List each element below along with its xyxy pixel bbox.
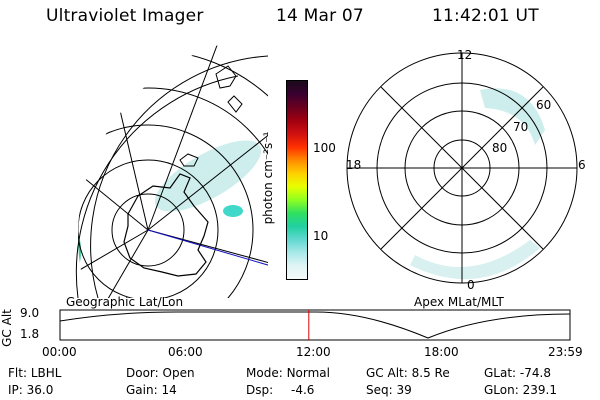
info-ip-label: IP:	[8, 383, 23, 397]
info-seq-value: 39	[396, 383, 412, 397]
info-seq: Seq: 39	[366, 383, 412, 397]
info-ip-value: 36.0	[26, 383, 54, 397]
info-glon-label: GLon:	[484, 383, 519, 397]
info-gain-label: Gain:	[126, 383, 158, 397]
altitude-timeline	[59, 309, 571, 341]
geographic-caption: Geographic Lat/Lon	[66, 295, 184, 309]
mlt-label-6: 6	[578, 158, 586, 172]
timeline-xtick-1800: 18:00	[424, 345, 459, 359]
timeline-ylabel: GC Alt	[0, 309, 14, 347]
geographic-map	[75, 36, 268, 298]
info-dsp-value: -4.6	[290, 383, 315, 397]
timeline-xtick-2359: 23:59	[548, 345, 583, 359]
info-gc-alt-value: 8.5 Re	[411, 366, 450, 380]
timeline-xtick-0600: 06:00	[168, 345, 203, 359]
info-door-value: Open	[162, 366, 195, 380]
polar-caption: Apex MLat/MLT	[414, 295, 504, 309]
info-glon-value: 239.1	[522, 383, 557, 397]
info-dsp: Dsp: -4.6	[246, 383, 314, 397]
timeline-ytick-low: 1.8	[20, 327, 40, 341]
info-flt-label: Flt:	[8, 366, 27, 380]
info-gc-alt: GC Alt: 8.5 Re	[366, 366, 450, 380]
instrument-title: Ultraviolet Imager	[46, 6, 204, 26]
time-label: 11:42:01 UT	[432, 6, 539, 26]
mlat-label-80: 80	[492, 141, 508, 155]
info-glat-value: -74.8	[519, 366, 551, 380]
info-gc-alt-label: GC Alt:	[366, 366, 408, 380]
colorbar	[286, 80, 308, 280]
info-glat-label: GLat:	[484, 366, 517, 380]
colorbar-tick-100: 100	[313, 141, 336, 155]
colorbar-tick-10: 10	[313, 229, 329, 243]
info-mode: Mode: Normal	[246, 366, 330, 380]
info-gain: Gain: 14	[126, 383, 177, 397]
info-seq-label: Seq:	[366, 383, 393, 397]
info-flt: Flt: LBHL	[8, 366, 61, 380]
mlat-label-70: 70	[513, 120, 529, 134]
aurora-emission-map	[78, 140, 262, 269]
polar-plot	[346, 52, 578, 284]
info-gain-value: 14	[161, 383, 177, 397]
timeline-xtick-1200: 12:00	[296, 345, 331, 359]
info-door: Door: Open	[126, 366, 195, 380]
info-mode-label: Mode:	[246, 366, 283, 380]
info-mode-value: Normal	[286, 366, 330, 380]
timeline-ytick-high: 9.0	[20, 306, 40, 320]
aurora-emission-polar	[410, 88, 545, 280]
info-dsp-label: Dsp:	[246, 383, 274, 397]
date-label: 14 Mar 07	[276, 6, 364, 26]
info-glon: GLon: 239.1	[484, 383, 557, 397]
mlat-label-60: 60	[536, 98, 552, 112]
mlt-label-12: 12	[457, 48, 473, 62]
info-ip: IP: 36.0	[8, 383, 53, 397]
mlt-label-18: 18	[346, 158, 362, 172]
altitude-curve	[59, 311, 571, 339]
info-glat: GLat: -74.8	[484, 366, 551, 380]
colorbar-unit-label: photon cm⁻²s⁻¹	[261, 131, 275, 225]
timeline-xtick-0000: 00:00	[42, 345, 77, 359]
info-flt-value: LBHL	[30, 366, 62, 380]
info-door-label: Door:	[126, 366, 159, 380]
mlt-label-0: 0	[467, 278, 475, 292]
